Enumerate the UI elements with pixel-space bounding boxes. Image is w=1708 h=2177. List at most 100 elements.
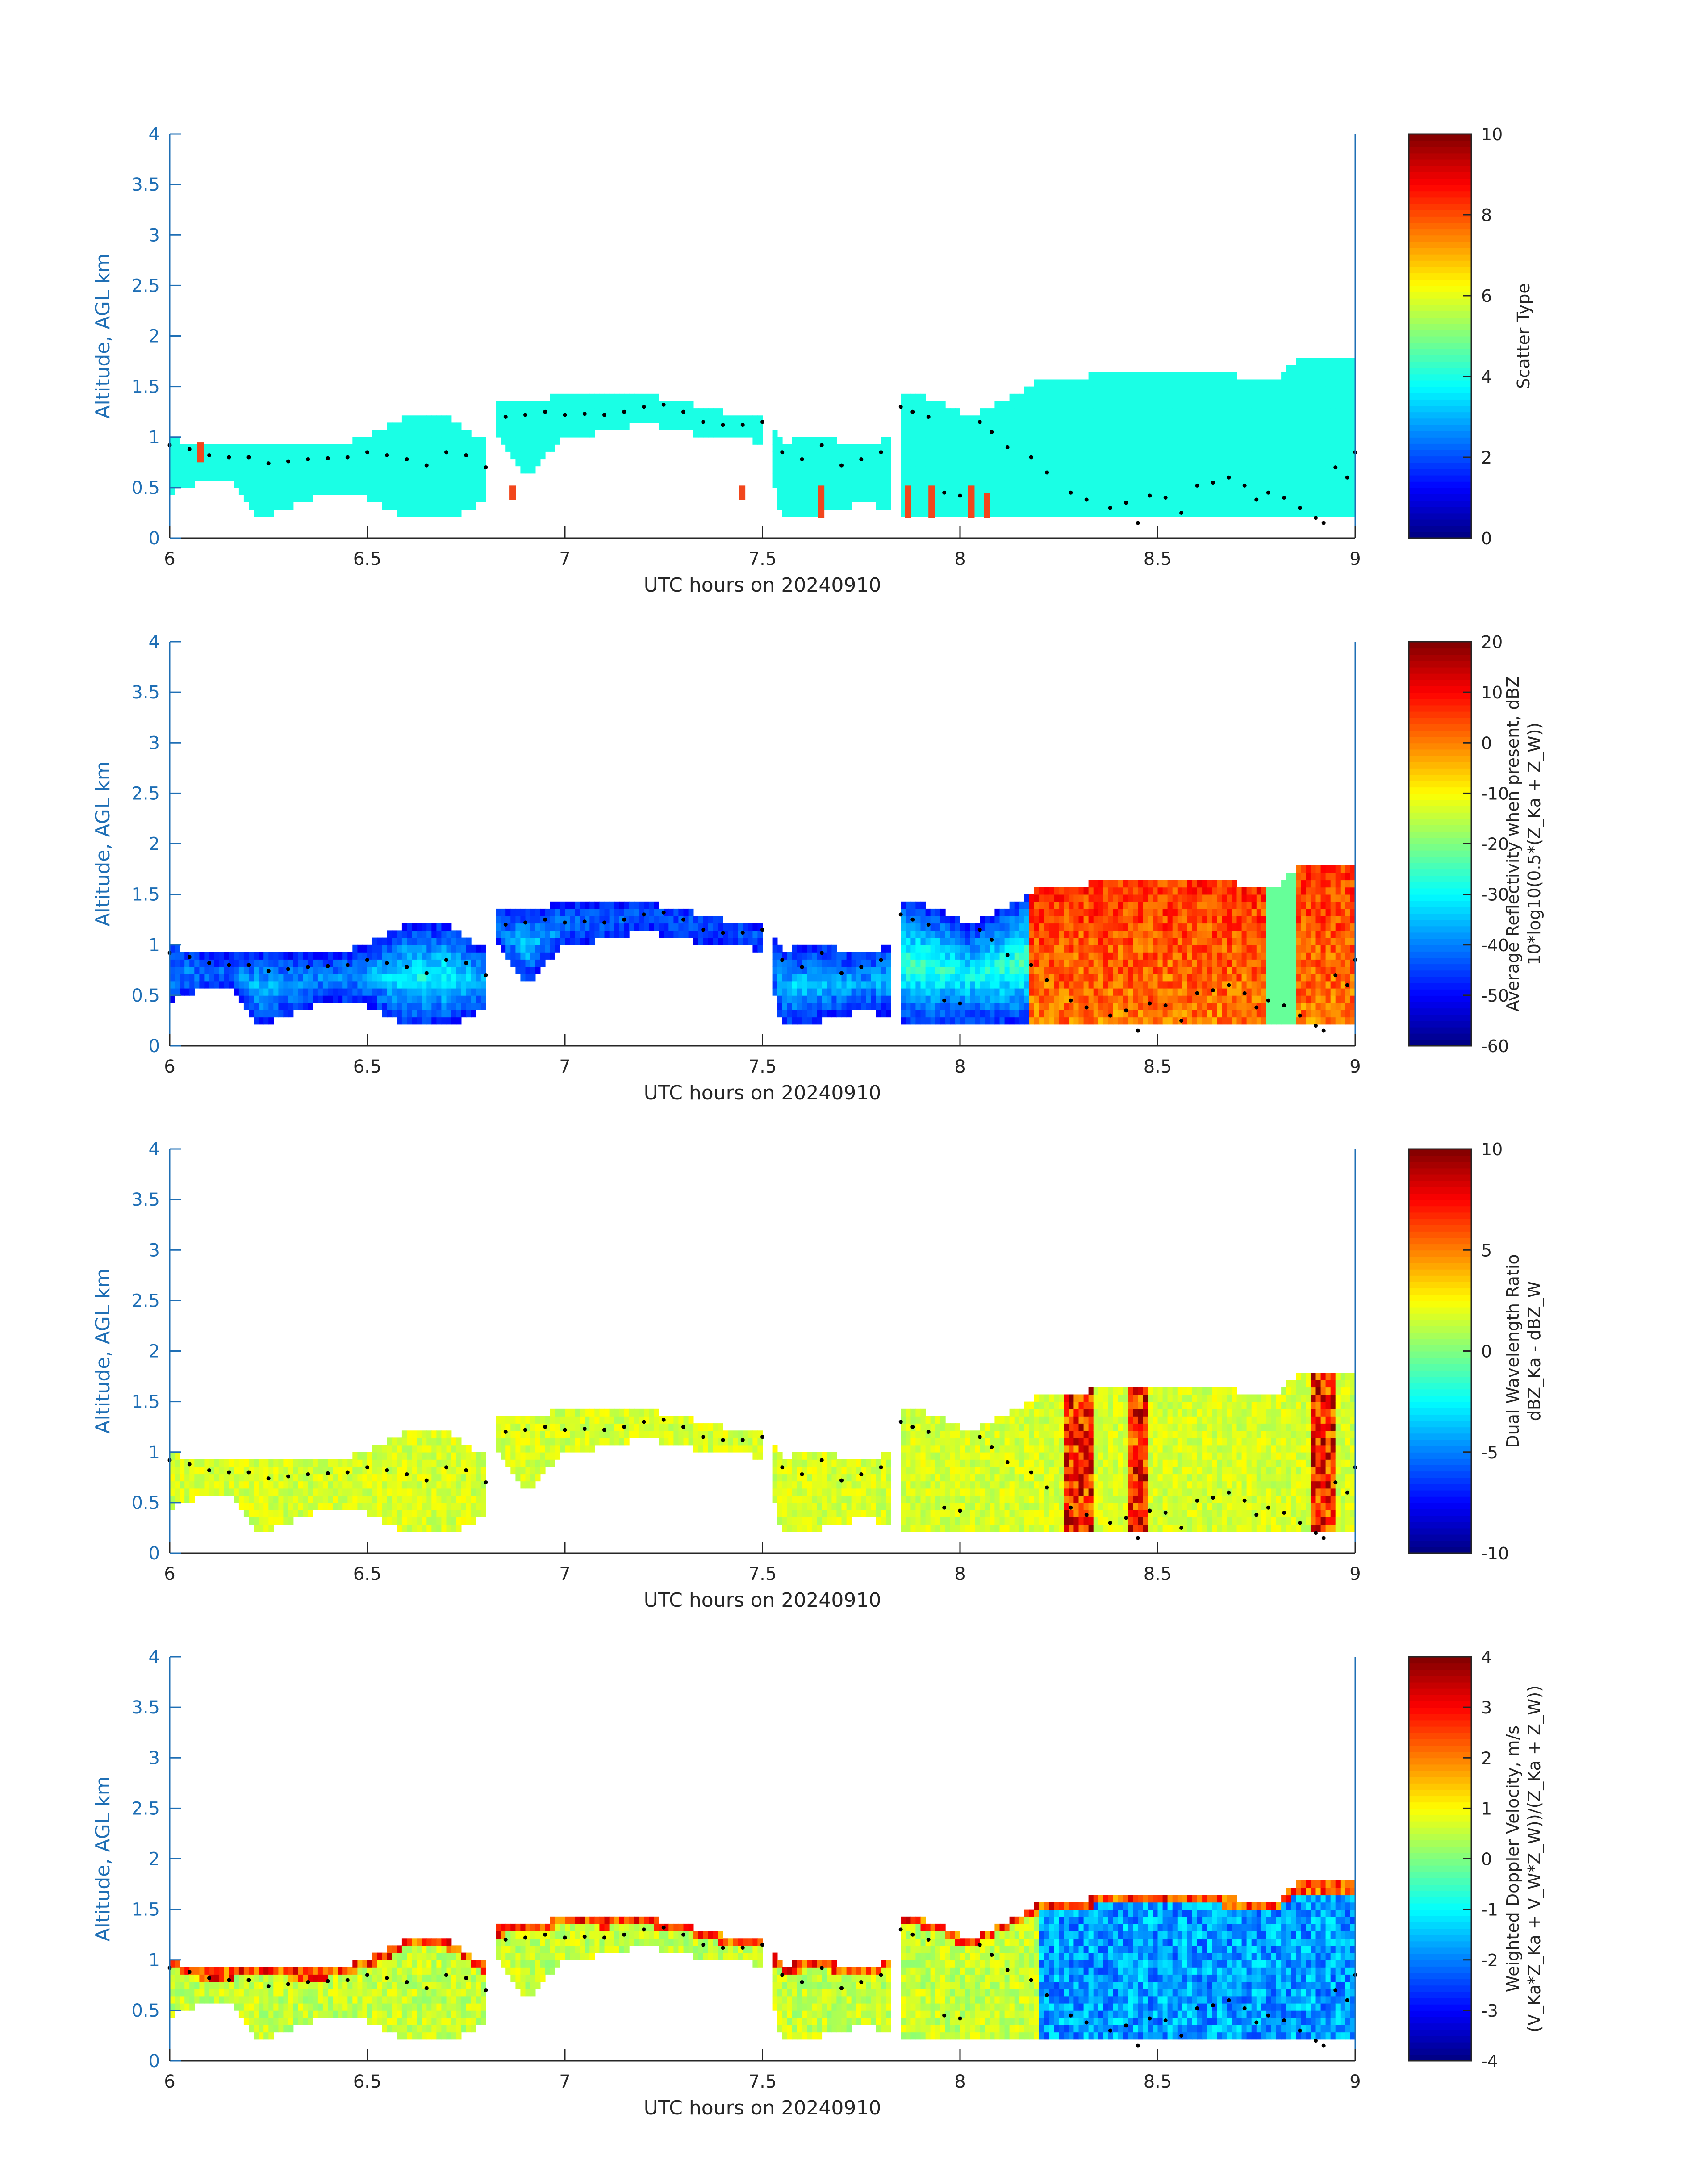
heatmap-cell [1217, 401, 1223, 409]
heatmap-cell [1291, 372, 1297, 380]
heatmap-cell [827, 974, 832, 982]
heatmap-cell [1019, 981, 1025, 989]
heatmap-cell [1009, 466, 1015, 474]
heatmap-cell [1044, 509, 1049, 517]
heatmap-cell [965, 430, 970, 438]
heatmap-cell [387, 444, 393, 452]
heatmap-cell [259, 1017, 264, 1025]
heatmap-cell [214, 966, 220, 974]
heatmap-cell [422, 1010, 427, 1018]
heatmap-cell [1123, 988, 1128, 996]
heatmap-cell [836, 459, 842, 467]
heatmap-cell [1024, 444, 1030, 452]
heatmap-cell [1004, 480, 1010, 488]
colorbar-step [1409, 330, 1471, 337]
heatmap-cell [1044, 995, 1049, 1003]
heatmap-cell [782, 466, 788, 474]
heatmap-cell [797, 1010, 802, 1018]
heatmap-cell [1202, 437, 1207, 445]
heatmap-cell [1009, 415, 1015, 423]
heatmap-cell [1088, 487, 1094, 495]
heatmap-cell [1108, 487, 1114, 495]
heatmap-cell [1241, 386, 1247, 394]
heatmap-cell [960, 988, 965, 996]
heatmap-cell [985, 1003, 990, 1010]
heatmap-cell [1266, 430, 1272, 438]
heatmap-cell [461, 451, 467, 460]
heatmap-cell [1148, 386, 1153, 394]
heatmap-cell [668, 415, 674, 423]
heatmap-cell [1093, 372, 1099, 380]
heatmap-cell [451, 952, 457, 960]
heatmap-cell [387, 988, 393, 996]
heatmap-cell [1167, 502, 1173, 510]
heatmap-cell [392, 422, 397, 430]
heatmap-cell [1157, 451, 1163, 460]
heatmap-cell [1004, 916, 1010, 924]
heatmap-cell [1335, 379, 1341, 387]
heatmap-cell [1103, 451, 1109, 460]
heatmap-cell [303, 451, 309, 460]
heatmap-cell [1059, 473, 1065, 481]
heatmap-cell [1202, 451, 1207, 460]
heatmap-cell [1291, 422, 1297, 430]
heatmap-cell [229, 451, 234, 460]
heatmap-cell [990, 473, 995, 481]
heatmap-cell [920, 937, 926, 945]
heatmap-cell [550, 415, 555, 423]
heatmap-cell [1009, 995, 1015, 1003]
heatmap-cell [1177, 487, 1183, 495]
heatmap-cell [1014, 1017, 1020, 1025]
heatmap-cell [1350, 422, 1356, 430]
heatmap-cell [1311, 372, 1316, 380]
heatmap-cell [436, 487, 442, 495]
heatmap-cell [263, 509, 269, 517]
heatmap-cell [1019, 473, 1025, 481]
heatmap-cell [1054, 952, 1060, 960]
heatmap-cell [308, 952, 313, 960]
heatmap-cell [466, 937, 472, 945]
heatmap-cell [1073, 466, 1079, 474]
heatmap-cell [792, 466, 798, 474]
heatmap-cell [1143, 487, 1148, 495]
heatmap-cell [752, 930, 758, 938]
heatmap-cell [219, 959, 225, 967]
heatmap-cell [1064, 974, 1069, 982]
heatmap-cell [1286, 372, 1291, 380]
heatmap-cell [851, 966, 857, 974]
colorbar-step [1409, 481, 1471, 488]
heatmap-cell [1212, 408, 1218, 416]
heatmap-cell [901, 1010, 906, 1018]
heatmap-cell [496, 930, 501, 938]
heatmap-cell [1157, 401, 1163, 409]
heatmap-cell [1296, 358, 1302, 365]
heatmap-cell [1103, 901, 1109, 909]
heatmap-cell [950, 1003, 956, 1010]
heatmap-cell [426, 959, 432, 967]
heatmap-cell [431, 937, 437, 945]
heatmap-cell [624, 908, 630, 916]
heatmap-cell [535, 966, 541, 974]
heatmap-cell [1192, 480, 1198, 488]
heatmap-cell [580, 908, 585, 916]
heatmap-cell [333, 981, 338, 989]
heatmap-cell [1118, 916, 1123, 924]
heatmap-cell [1078, 944, 1084, 953]
heatmap-cell [866, 966, 872, 974]
heatmap-cell [377, 466, 383, 474]
heatmap-cell [451, 966, 457, 974]
heatmap-cell [392, 502, 397, 510]
heatmap-cell [1083, 480, 1089, 488]
heatmap-cell [901, 923, 906, 931]
heatmap-cell [930, 466, 936, 474]
heatmap-cell [466, 451, 472, 460]
heatmap-cell [915, 1003, 921, 1010]
heatmap-cell [1148, 422, 1153, 430]
heatmap-cell [575, 422, 580, 430]
heatmap-cell [930, 1010, 936, 1018]
heatmap-cell [960, 480, 965, 488]
heatmap-cell [935, 916, 941, 924]
heatmap-cell [372, 437, 378, 445]
heatmap-cell [1078, 495, 1084, 502]
heatmap-cell [1306, 408, 1311, 416]
